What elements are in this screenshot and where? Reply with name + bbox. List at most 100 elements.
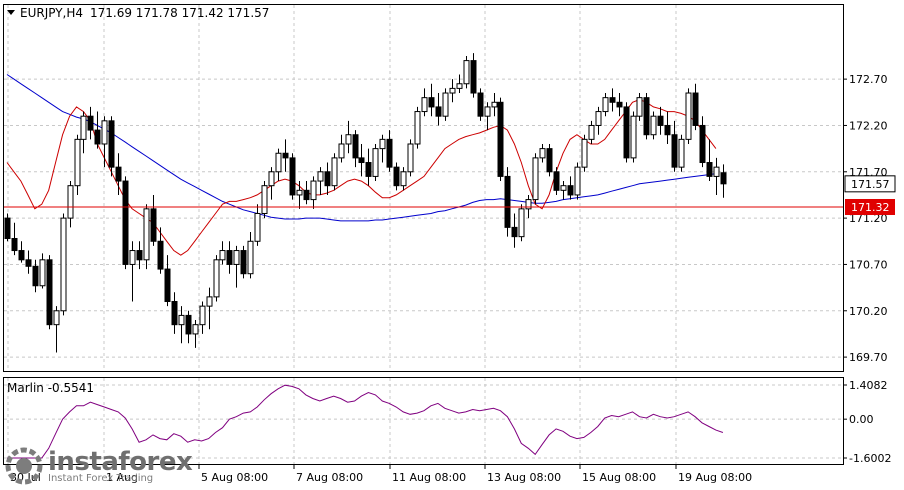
candle-body-bear — [546, 148, 553, 173]
candle — [560, 181, 567, 200]
candle-body-bull — [400, 171, 407, 187]
candle-body-bear — [616, 101, 623, 108]
candle — [136, 241, 143, 270]
y-tick-label: 169.70 — [849, 351, 888, 364]
candle — [345, 120, 352, 154]
candle-body-bull — [678, 138, 685, 168]
candle-body-bull — [602, 97, 609, 113]
candle-body-bull — [518, 208, 525, 238]
candle — [303, 181, 310, 205]
candle — [616, 93, 623, 117]
candle-body-bear — [664, 124, 671, 136]
candle-body-bull — [317, 171, 324, 182]
candle-body-bull — [345, 134, 352, 145]
candle-body-bull — [275, 152, 282, 173]
x-tick-label: 15 Aug 08:00 — [582, 471, 656, 484]
candle — [275, 148, 282, 182]
candle — [67, 181, 74, 228]
candle — [414, 106, 421, 149]
candle — [491, 93, 498, 117]
price-tags: 171.57 171.32 — [844, 175, 896, 215]
candle — [108, 116, 115, 177]
candle-body-bear — [567, 185, 574, 196]
candle-body-bull — [101, 120, 108, 145]
candle — [247, 232, 254, 279]
candle-body-bull — [379, 138, 386, 150]
candle — [53, 306, 60, 353]
x-tick-label: 7 Aug 08:00 — [296, 471, 363, 484]
candle — [692, 83, 699, 131]
candle-body-bear — [477, 92, 484, 117]
candle — [497, 97, 504, 182]
candle-body-bear — [393, 166, 400, 187]
candle-body-bull — [685, 92, 692, 140]
candle-body-bull — [491, 101, 498, 108]
candle — [595, 106, 602, 135]
indicator-plot-frame — [3, 377, 844, 465]
candle-body-bull — [588, 124, 595, 140]
candle — [456, 74, 463, 94]
candle — [372, 143, 379, 182]
candle — [581, 134, 588, 172]
candle-body-bull — [463, 60, 470, 85]
y-tick-label: 171.20 — [849, 212, 888, 225]
candle — [157, 227, 164, 274]
candle — [630, 111, 637, 163]
candle — [261, 181, 268, 219]
candle-body-bull — [581, 138, 588, 168]
candle — [25, 250, 32, 274]
candle — [504, 167, 511, 237]
candle-body-bull — [53, 310, 60, 326]
candle — [282, 139, 289, 172]
candle-body-bear — [553, 171, 560, 191]
candle-body-bear — [289, 157, 296, 196]
candle — [713, 157, 720, 195]
candle — [129, 241, 136, 302]
level-price-label: 171.32 — [851, 201, 890, 214]
candle — [219, 241, 226, 265]
candle-body-bear — [108, 120, 115, 168]
osc-y-tick-label: 0.00 — [849, 413, 874, 426]
candle-body-bear — [609, 97, 616, 103]
candle — [553, 167, 560, 195]
candles — [4, 53, 727, 353]
candle-body-bull — [331, 157, 338, 187]
dropdown-triangle-icon[interactable] — [7, 10, 15, 15]
candle-body-bear — [157, 240, 164, 270]
y-tick-label: 170.70 — [849, 258, 888, 271]
candle — [233, 245, 240, 288]
y-tick-label: 172.20 — [849, 119, 888, 132]
candle-body-bear — [18, 250, 25, 261]
candle — [623, 102, 630, 163]
candle-body-bull — [261, 185, 268, 214]
candle — [588, 120, 595, 144]
candle-body-bear — [87, 115, 94, 131]
candle-body-bear — [4, 217, 11, 239]
candle-body-bull — [525, 199, 532, 210]
candle-body-bear — [352, 134, 359, 159]
candle-body-bear — [122, 180, 129, 265]
candle-body-bear — [692, 92, 699, 126]
x-tick-label: 5 Aug 08:00 — [201, 471, 268, 484]
candle-body-bear — [470, 60, 477, 94]
osc-y-tick-label: -1.6002 — [849, 452, 891, 465]
candle-body-bear — [358, 157, 365, 164]
candle — [706, 139, 713, 182]
candle-body-bull — [484, 106, 491, 117]
candle — [636, 93, 643, 121]
x-tick-label: 13 Aug 08:00 — [487, 471, 561, 484]
x-tick-label: 1 Aug — [106, 471, 138, 484]
candle-body-bull — [178, 314, 185, 326]
candle-body-bull — [247, 240, 254, 275]
ma-slow-line — [6, 74, 716, 222]
candle — [4, 213, 11, 242]
candle-body-bear — [504, 175, 511, 228]
candle-body-bull — [80, 115, 87, 140]
candle — [115, 153, 122, 195]
candle — [94, 111, 101, 149]
candle — [310, 176, 317, 209]
candle-body-bear — [623, 106, 630, 159]
candle — [365, 148, 372, 186]
candle-body-bear — [115, 166, 122, 182]
